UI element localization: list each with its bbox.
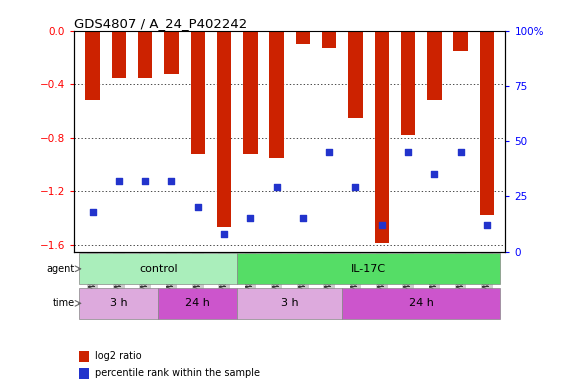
Text: GSM808646: GSM808646 xyxy=(220,254,228,299)
Text: GSM808638: GSM808638 xyxy=(272,254,281,299)
Bar xyxy=(164,31,179,74)
Bar xyxy=(453,31,468,51)
Text: GSM808636: GSM808636 xyxy=(404,254,413,299)
Bar xyxy=(296,31,310,44)
Bar xyxy=(427,31,441,100)
Text: 24 h: 24 h xyxy=(186,298,210,308)
Text: 3 h: 3 h xyxy=(281,298,299,308)
Text: GSM808639: GSM808639 xyxy=(430,254,439,299)
Bar xyxy=(79,368,89,379)
Text: percentile rank within the sample: percentile rank within the sample xyxy=(95,368,260,378)
Text: time: time xyxy=(53,298,75,308)
Text: GSM808642: GSM808642 xyxy=(114,254,123,299)
Point xyxy=(167,178,176,184)
Text: agent: agent xyxy=(46,264,75,274)
Text: GSM808644: GSM808644 xyxy=(351,254,360,299)
Text: GSM808633: GSM808633 xyxy=(246,254,255,299)
Bar xyxy=(401,31,415,135)
Text: GSM808647: GSM808647 xyxy=(456,254,465,299)
Point xyxy=(114,178,123,184)
Point xyxy=(299,215,308,222)
Point xyxy=(351,184,360,190)
Text: GSM808648: GSM808648 xyxy=(482,254,492,299)
Point xyxy=(140,178,150,184)
Point xyxy=(88,209,97,215)
Bar xyxy=(191,31,205,154)
Text: log2 ratio: log2 ratio xyxy=(95,351,142,361)
Bar xyxy=(375,31,389,243)
Bar xyxy=(86,31,100,100)
Point xyxy=(325,149,334,155)
Bar xyxy=(79,351,89,362)
FancyBboxPatch shape xyxy=(79,253,237,284)
Bar xyxy=(112,31,126,78)
Text: GSM808645: GSM808645 xyxy=(193,254,202,299)
Text: 24 h: 24 h xyxy=(409,298,433,308)
Point xyxy=(219,231,228,237)
Point xyxy=(456,149,465,155)
Bar xyxy=(322,31,336,48)
Text: GSM808635: GSM808635 xyxy=(377,254,387,299)
Text: GSM808637: GSM808637 xyxy=(88,254,97,299)
Point xyxy=(246,215,255,222)
Point xyxy=(404,149,413,155)
Bar xyxy=(348,31,363,118)
Text: control: control xyxy=(139,264,178,274)
Text: GSM808643: GSM808643 xyxy=(140,254,150,299)
FancyBboxPatch shape xyxy=(158,288,237,319)
Bar xyxy=(270,31,284,158)
FancyBboxPatch shape xyxy=(237,288,343,319)
Bar xyxy=(243,31,258,154)
Text: IL-17C: IL-17C xyxy=(351,264,386,274)
Bar xyxy=(217,31,231,227)
Text: GSM808641: GSM808641 xyxy=(325,254,333,299)
FancyBboxPatch shape xyxy=(237,253,500,284)
FancyBboxPatch shape xyxy=(343,288,500,319)
FancyBboxPatch shape xyxy=(79,288,158,319)
Point xyxy=(482,222,492,228)
Text: GSM808640: GSM808640 xyxy=(299,254,307,299)
Point xyxy=(430,171,439,177)
Bar xyxy=(480,31,494,215)
Point xyxy=(377,222,387,228)
Text: 3 h: 3 h xyxy=(110,298,128,308)
Text: GDS4807 / A_24_P402242: GDS4807 / A_24_P402242 xyxy=(74,17,247,30)
Point xyxy=(272,184,281,190)
Point xyxy=(193,204,202,210)
Text: GSM808634: GSM808634 xyxy=(167,254,176,299)
Bar xyxy=(138,31,152,78)
